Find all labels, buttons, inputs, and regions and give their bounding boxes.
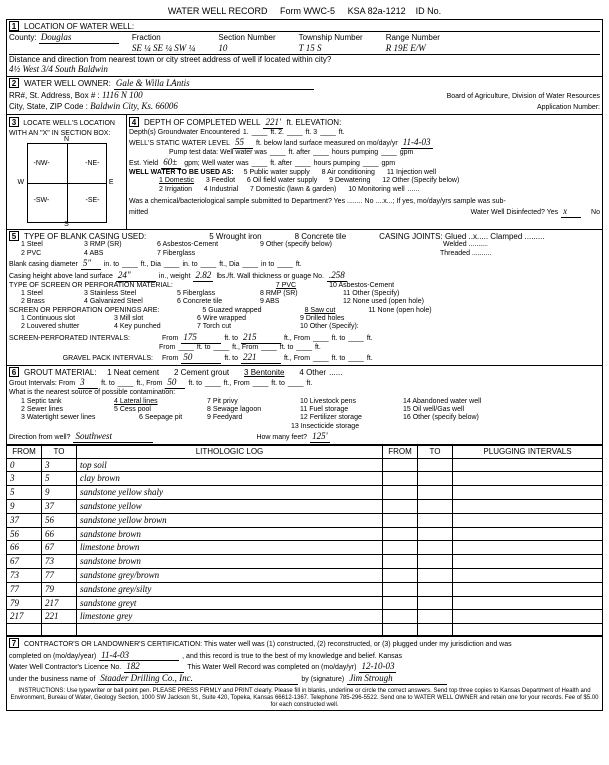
section-num-4: 4 xyxy=(129,117,139,127)
disinfected-x: x xyxy=(561,206,581,218)
log-col-to: TO xyxy=(42,445,77,458)
business-value: Staader Drilling Co., Inc. xyxy=(98,673,298,685)
board-label: Board of Agriculture, Division of Water … xyxy=(262,93,600,101)
loc-label: LOCATION OF WATER WELL: xyxy=(24,22,134,32)
log-col-lith: LITHOLOGIC LOG xyxy=(77,445,383,458)
range-value: R 19E E/W xyxy=(386,43,426,53)
section-num-3: 3 xyxy=(9,117,19,127)
static-date: 11-4-03 xyxy=(401,137,433,149)
lic-value: 182 xyxy=(124,661,184,673)
section-num-1: 1 xyxy=(9,21,19,31)
township-value: T 15 S xyxy=(299,43,322,53)
spi-from: 175 xyxy=(181,332,221,344)
fraction-value: SE ¼ SE ¼ SW ¼ xyxy=(132,43,196,53)
dist-label: Distance and direction from nearest town… xyxy=(9,55,331,65)
grout-from: 3 xyxy=(78,377,98,389)
section-num-5: 5 xyxy=(9,231,19,241)
table-row: 6773sandstone brown xyxy=(7,555,603,569)
owner-value: Gale & Willa LAntis xyxy=(114,78,314,90)
city-value: Baldwin City, Ks. 66006 xyxy=(90,101,178,111)
table-row: 3756sandstone yellow brown xyxy=(7,513,603,527)
open-sawcut: 8 Saw cut xyxy=(305,307,336,314)
section-num-2: 2 xyxy=(9,78,19,88)
table-row: 7779sandstone grey/silty xyxy=(7,582,603,596)
grout-bentonite: 3 Bentonite xyxy=(244,368,284,378)
log-col-from2: FROM xyxy=(383,445,418,458)
height-value: 24" xyxy=(116,270,156,282)
spi-to: 215 xyxy=(241,332,281,344)
screen-pvc: 7 PVC xyxy=(276,282,296,289)
county-value: Douglas xyxy=(39,32,119,44)
static-value: 55 xyxy=(233,137,253,149)
contam-label: What is the nearest source of possible c… xyxy=(9,389,600,397)
table-row: 217221limestone grey xyxy=(7,610,603,624)
yield-value: 60± xyxy=(161,157,181,169)
weight-value: 2.82 xyxy=(193,270,213,282)
signature: Jim Strough xyxy=(347,673,447,685)
section-cert: 7 CONTRACTOR'S OR LANDOWNER'S CERTIFICAT… xyxy=(6,636,603,711)
instructions: INSTRUCTIONS: Use typewriter or ball poi… xyxy=(9,688,600,710)
contam-lateral: 4 Lateral lines xyxy=(114,398,158,405)
section-3-4: 3 LOCATE WELL'S LOCATION WITH AN "X" IN … xyxy=(6,115,603,230)
addr-value: 1116 N 100 xyxy=(102,90,143,100)
table-row: 59sandstone yellow shaly xyxy=(7,486,603,500)
s3-label: LOCATE WELL'S LOCATION WITH AN "X" IN SE… xyxy=(9,120,115,137)
dir-value: Southwest xyxy=(73,431,153,443)
section-grout: 6 GROUT MATERIAL: 1 Neat cement 2 Cement… xyxy=(6,366,603,445)
table-row: 35clay brown xyxy=(7,472,603,486)
gauge-value: .258 xyxy=(327,270,347,282)
section-location: 1 LOCATION OF WATER WELL: County: Dougla… xyxy=(6,19,603,77)
feet-value: 125' xyxy=(310,431,330,443)
comp-date: 11-4-03 xyxy=(99,650,179,662)
appno-label: Application Number: xyxy=(312,104,600,112)
cert-text: CONTRACTOR'S OR LANDOWNER'S CERTIFICATIO… xyxy=(24,641,512,649)
lic-date: 12-10-03 xyxy=(359,661,396,673)
table-row: 79217sandstone greyt xyxy=(7,596,603,610)
table-row: 5666sandstone brown xyxy=(7,527,603,541)
chem-line: Was a chemical/bacteriological sample su… xyxy=(129,198,600,206)
litho-log-table: FROM TO LITHOLOGIC LOG FROM TO PLUGGING … xyxy=(6,445,603,636)
use-domestic: 1 Domestic xyxy=(159,177,194,185)
section-num-7: 7 xyxy=(9,638,19,648)
log-col-plug: PLUGGING INTERVALS xyxy=(453,445,603,458)
table-row xyxy=(7,624,603,636)
table-row: 6667limestone brown xyxy=(7,541,603,555)
table-row: 03top soil xyxy=(7,458,603,472)
section-owner: 2 WATER WELL OWNER: Gale & Willa LAntis … xyxy=(6,77,603,115)
dia-value: 5" xyxy=(81,258,101,270)
form-title: WATER WELL RECORD Form WWC-5 KSA 82a-121… xyxy=(6,6,603,17)
dist-value: 4½ West 3/4 South Baldwin xyxy=(9,64,600,75)
section-casing: 5 TYPE OF BLANK CASING USED: 5 Wrought i… xyxy=(6,230,603,366)
section-value: 10 xyxy=(218,43,227,53)
section-num-6: 6 xyxy=(9,367,19,377)
table-row: 7377sandstone grey/brown xyxy=(7,568,603,582)
log-col-to2: TO xyxy=(418,445,453,458)
log-col-from: FROM xyxy=(7,445,42,458)
table-row: 937sandstone yellow xyxy=(7,499,603,513)
gpi-from: 50 xyxy=(181,352,221,364)
gpi-to: 221 xyxy=(241,352,281,364)
grout-from2: 50 xyxy=(165,377,185,389)
depth-value: 221' xyxy=(263,117,283,129)
casing-joints: CASING JOINTS: Glued ..x..... Clamped ..… xyxy=(379,232,544,242)
section-box-diagram: NSEW -NW--NE--SW--SE- xyxy=(27,143,107,223)
